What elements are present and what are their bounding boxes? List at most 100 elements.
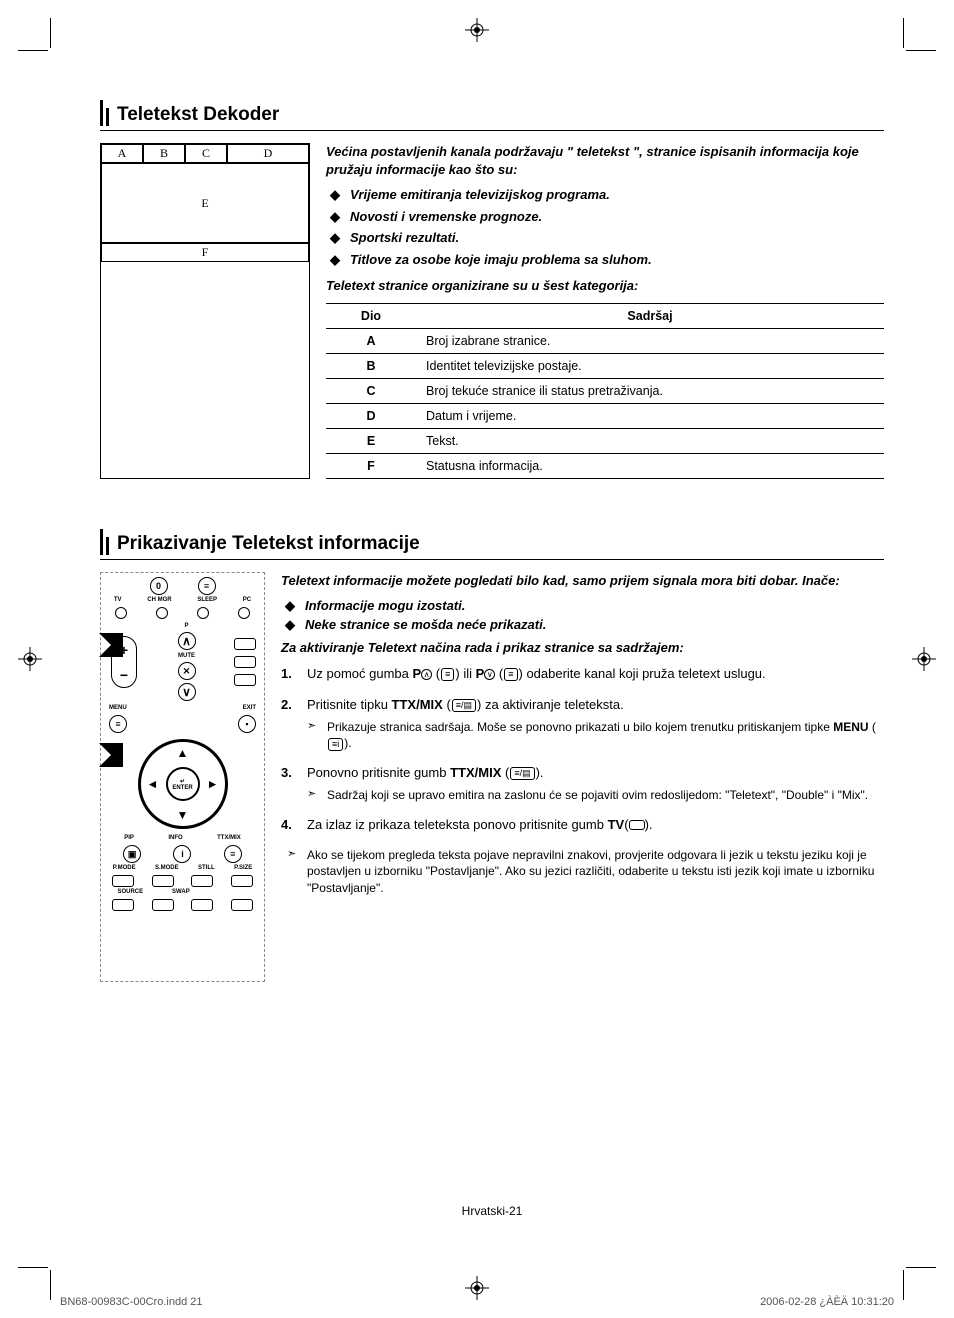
remote-button-icon xyxy=(191,875,213,887)
diagram-cell-d: D xyxy=(227,144,309,163)
diagram-cell-b: B xyxy=(143,144,185,163)
remote-label: SOURCE xyxy=(117,889,143,895)
section-teletekst-dekoder: Teletekst Dekoder A B C D E F Većina pos… xyxy=(100,100,884,479)
header-bars-icon xyxy=(100,100,109,126)
crop-mark xyxy=(50,1270,51,1300)
step-item: Ponovno pritisnite gumb TTX/MIX (≡/▤). S… xyxy=(281,764,884,804)
activation-text: Za aktiviranje Teletext načina rada i pr… xyxy=(281,640,884,655)
remote-enter-button: ↵ ENTER xyxy=(166,767,200,801)
remote-nav-ring: ▲ ▼ ◄ ► ↵ ENTER xyxy=(138,739,228,829)
remote-label: TV xyxy=(114,597,122,603)
diagram-cell-e: E xyxy=(101,163,309,243)
remote-label: P.MODE xyxy=(113,865,136,871)
remote-button-icon xyxy=(238,607,250,619)
header-bars-icon xyxy=(100,529,109,555)
remote-label: PIP xyxy=(124,835,134,841)
remote-channel-up-icon: ∧ xyxy=(178,632,196,650)
remote-label: PC xyxy=(243,597,251,603)
p-down-icon: ∨ xyxy=(484,669,495,680)
step-item: Za izlaz iz prikaza teleteksta ponovo pr… xyxy=(281,816,884,835)
diagram-cell-f: F xyxy=(101,243,309,262)
remote-button-icon xyxy=(234,638,256,650)
remote-button-icon xyxy=(152,875,174,887)
page-content: Teletekst Dekoder A B C D E F Većina pos… xyxy=(100,100,884,1258)
diagram-cell-c: C xyxy=(185,144,227,163)
table-row: CBroj tekuće stranice ili status pretraž… xyxy=(326,379,884,404)
teletext-layout-diagram: A B C D E F xyxy=(100,143,310,479)
remote-button-icon xyxy=(112,899,134,911)
nav-up-icon: ▲ xyxy=(177,746,189,760)
intro-text: Teletext informacije možete pogledati bi… xyxy=(281,572,884,590)
table-row: FStatusna informacija. xyxy=(326,454,884,479)
intro-text: Većina postavljenih kanala podržavaju " … xyxy=(326,143,884,178)
p-up-icon: ∧ xyxy=(421,669,432,680)
crop-mark xyxy=(18,50,48,51)
bullet-item: Novosti i vremenske prognoze. xyxy=(350,208,884,226)
menu-icon: ≡i xyxy=(328,738,343,751)
remote-button-icon xyxy=(115,607,127,619)
crop-mark xyxy=(18,1267,48,1268)
remote-label: S.MODE xyxy=(155,865,179,871)
crop-mark xyxy=(50,18,51,48)
steps-list: Uz pomoć gumba P∧ (≡) ili P∨ (≡) odaberi… xyxy=(281,665,884,835)
section-title: Prikazivanje Teletekst informacije xyxy=(117,533,420,555)
remote-label: SLEEP xyxy=(197,597,217,603)
ttx-icon: ≡ xyxy=(441,668,454,681)
bullet-item: Sportski rezultati. xyxy=(350,229,884,247)
bullet-list: Informacije mogu izostati. Neke stranice… xyxy=(281,598,884,632)
remote-exit-button-icon: ▪ xyxy=(238,715,256,733)
crop-mark xyxy=(903,1270,904,1300)
bullet-item: Vrijeme emitiranja televizijskog program… xyxy=(350,186,884,204)
nav-down-icon: ▼ xyxy=(177,808,189,822)
nav-left-icon: ◄ xyxy=(147,777,159,791)
remote-label-mute: MUTE xyxy=(178,653,195,659)
remote-button-icon xyxy=(197,607,209,619)
remote-button-icon xyxy=(191,899,213,911)
section-header: Teletekst Dekoder xyxy=(100,100,884,131)
parts-table: Dio Sadršaj ABroj izabrane stranice. BId… xyxy=(326,303,884,479)
remote-menu-button-icon: ≡ xyxy=(109,715,127,733)
remote-button-icon xyxy=(152,899,174,911)
crop-mark xyxy=(906,1267,936,1268)
ttx-icon: ≡ xyxy=(504,668,517,681)
remote-channel-down-icon: ∨ xyxy=(178,683,196,701)
pointer-marker-icon xyxy=(99,743,123,767)
registration-mark-icon xyxy=(18,647,42,671)
registration-mark-icon xyxy=(465,18,489,42)
remote-button-icon xyxy=(234,656,256,668)
remote-button-icon xyxy=(156,607,168,619)
tv-button-icon xyxy=(629,820,645,830)
bullet-item: Informacije mogu izostati. xyxy=(305,598,884,613)
footer-filename: BN68-00983C-00Cro.indd 21 xyxy=(60,1296,202,1308)
remote-label: STILL xyxy=(198,865,215,871)
remote-button-icon xyxy=(231,875,253,887)
bullet-item: Titlove za osobe koje imaju problema sa … xyxy=(350,251,884,269)
section-header: Prikazivanje Teletekst informacije xyxy=(100,529,884,560)
table-row: DDatum i vrijeme. xyxy=(326,404,884,429)
table-head-sadrsaj: Sadršaj xyxy=(416,304,884,329)
page-number: Hrvatski-21 xyxy=(462,1204,523,1218)
section-title: Teletekst Dekoder xyxy=(117,104,279,126)
crop-mark xyxy=(906,50,936,51)
remote-label: INFO xyxy=(168,835,182,841)
remote-button-icon xyxy=(112,875,134,887)
section-prikazivanje: Prikazivanje Teletekst informacije 0 ≡ T… xyxy=(100,529,884,982)
remote-button-icon xyxy=(231,899,253,911)
ttx-mix-icon: ≡/▤ xyxy=(510,767,534,780)
table-row: ABroj izabrane stranice. xyxy=(326,329,884,354)
remote-button-zero: 0 xyxy=(150,577,168,595)
pointer-marker-icon xyxy=(99,633,123,657)
table-row: BIdentitet televizijske postaje. xyxy=(326,354,884,379)
remote-label: TTX/MIX xyxy=(217,835,241,841)
table-row: ETekst. xyxy=(326,429,884,454)
registration-mark-icon xyxy=(912,647,936,671)
footer-timestamp: 2006-02-28 ¿ÀÈÄ 10:31:20 xyxy=(760,1296,894,1308)
remote-label-exit: EXIT xyxy=(243,705,256,711)
remote-label-menu: MENU xyxy=(109,705,127,711)
remote-ttxmix-icon: ≡ xyxy=(224,845,242,863)
remote-label: SWAP xyxy=(172,889,190,895)
crop-mark xyxy=(903,18,904,48)
step-note: Sadržaj koji se upravo emitira na zaslon… xyxy=(307,787,884,804)
bullet-item: Neke stranice se mošda neće prikazati. xyxy=(305,617,884,632)
table-head-dio: Dio xyxy=(326,304,416,329)
